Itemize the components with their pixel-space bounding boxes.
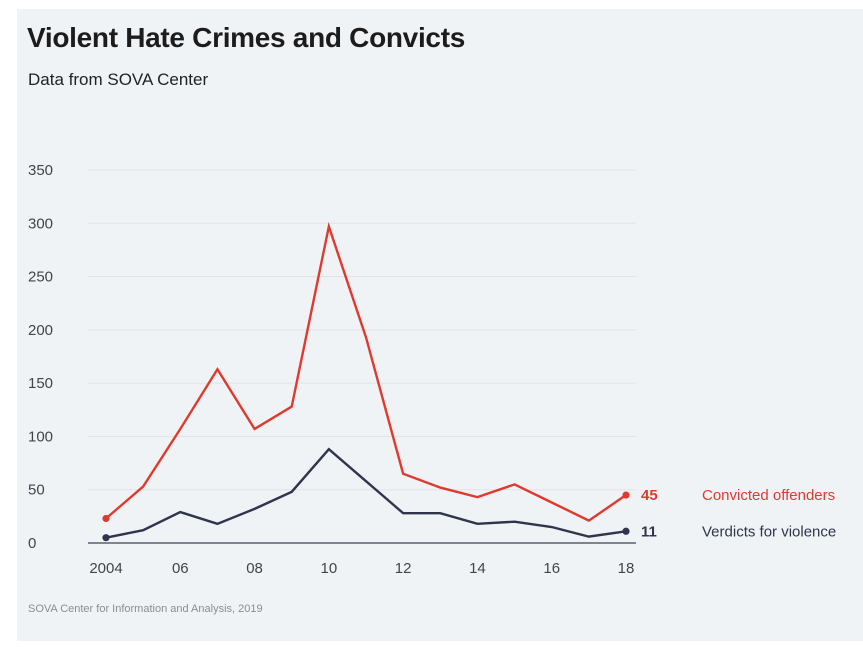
series-end-point-0: [622, 491, 630, 499]
series-end-value: 45: [641, 487, 658, 504]
series-start-point-0: [102, 514, 110, 523]
y-tick-label: 50: [28, 482, 45, 499]
series-line-0: [105, 221, 627, 523]
y-tick-label: 200: [28, 322, 53, 339]
series-end-value: 11: [641, 523, 657, 540]
x-tick-label: 10: [321, 560, 338, 577]
x-axis: 2004 06 08 10 12 14 16 18: [88, 542, 636, 577]
series-line-1: [105, 447, 627, 539]
y-tick-label: 300: [28, 215, 53, 232]
gridlines: [88, 169, 636, 491]
source-note: SOVA Center for Information and Analysis…: [28, 603, 263, 615]
series-legend-label: Convicted offenders: [702, 487, 835, 504]
y-tick-label: 100: [28, 428, 53, 445]
x-tick-label: 14: [469, 560, 486, 577]
series-lines: [102, 221, 630, 542]
x-tick-label: 08: [246, 560, 263, 577]
chart-panel: [17, 9, 863, 641]
y-tick-label: 150: [28, 375, 53, 392]
x-tick-label: 2004: [89, 560, 122, 577]
y-tick-label: 0: [28, 535, 36, 552]
x-tick-label: 12: [395, 560, 412, 577]
y-tick-label: 250: [28, 269, 53, 286]
y-axis: 0 50 100 150 200 250 300 350: [28, 162, 53, 552]
chart-subtitle: Data from SOVA Center: [28, 70, 209, 89]
chart-title: Violent Hate Crimes and Convicts: [27, 22, 466, 53]
series-start-point-1: [102, 534, 110, 542]
x-tick-label: 18: [618, 560, 635, 577]
series-legend-label: Verdicts for violence: [702, 523, 836, 540]
x-tick-label: 16: [543, 560, 560, 577]
series-labels: 45 Convicted offenders 11 Verdicts for viol…: [641, 487, 836, 540]
x-tick-label: 06: [172, 560, 189, 577]
y-tick-label: 350: [28, 162, 53, 179]
series-end-point-1: [622, 527, 630, 535]
